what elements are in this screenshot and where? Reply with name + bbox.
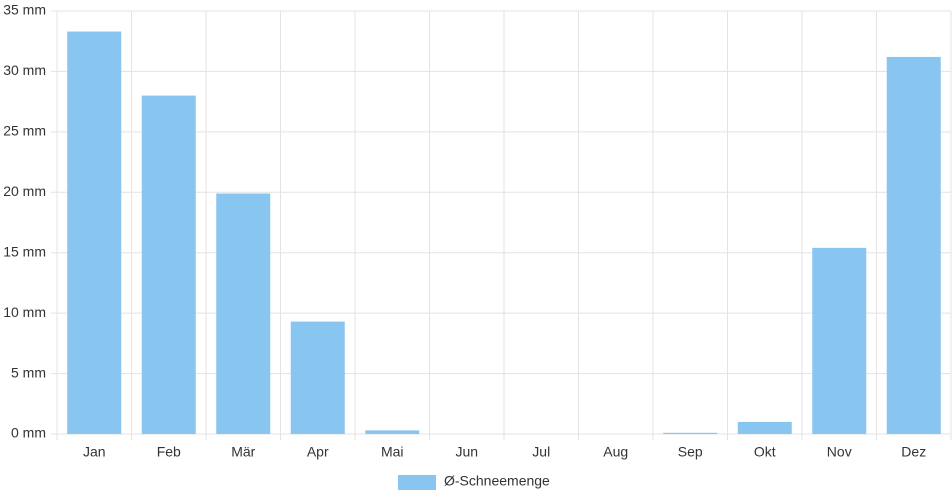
y-tick-label: 15 mm — [3, 243, 46, 259]
x-tick-label: Nov — [827, 444, 852, 460]
x-tick-label: Mär — [231, 444, 255, 460]
y-tick-label: 35 mm — [3, 2, 46, 18]
x-tick-label: Dez — [901, 444, 926, 460]
x-tick-label: Sep — [678, 444, 703, 460]
bar — [141, 95, 196, 434]
bar — [67, 31, 122, 434]
x-tick-label: Apr — [307, 444, 329, 460]
x-tick-label: Mai — [381, 444, 404, 460]
bar — [663, 432, 718, 434]
bar — [886, 56, 941, 434]
bar — [737, 421, 792, 434]
y-tick-label: 25 mm — [3, 123, 46, 139]
x-tick-label: Okt — [754, 444, 776, 460]
y-tick-label: 20 mm — [3, 183, 46, 199]
x-tick-label: Jul — [532, 444, 550, 460]
legend-swatch — [398, 475, 436, 490]
bar — [365, 430, 420, 434]
x-tick-label: Feb — [157, 444, 181, 460]
bar — [812, 247, 867, 434]
x-tick-label: Jan — [83, 444, 106, 460]
y-tick-label: 10 mm — [3, 304, 46, 320]
bar — [216, 193, 271, 434]
x-tick-label: Aug — [603, 444, 628, 460]
legend-label: Ø-Schneemenge — [444, 473, 550, 489]
y-tick-label: 0 mm — [11, 425, 46, 441]
bar — [290, 321, 345, 434]
x-tick-label: Jun — [455, 444, 478, 460]
y-tick-label: 5 mm — [11, 364, 46, 380]
y-tick-label: 30 mm — [3, 62, 46, 78]
